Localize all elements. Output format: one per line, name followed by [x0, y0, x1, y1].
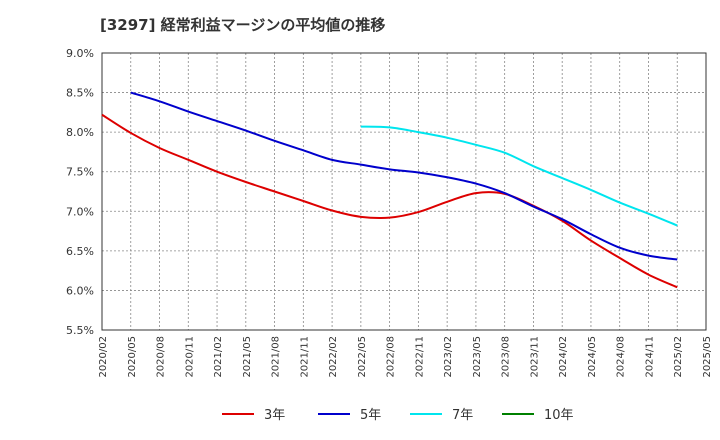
grid-layer [102, 52, 706, 331]
x-tick-label: 2023/02 [443, 336, 454, 378]
x-tick-label: 2021/02 [213, 336, 224, 378]
legend: 3年 5年 7年 10年 [222, 408, 574, 423]
x-tick-label: 2021/11 [299, 336, 310, 378]
y-tick-label: 8.0% [66, 126, 94, 139]
y-tick-label: 6.5% [66, 245, 94, 258]
x-tick-label: 2020/02 [98, 336, 109, 378]
x-tick-label: 2024/02 [558, 336, 569, 378]
x-tick-label: 2022/08 [386, 336, 397, 378]
series-line-0 [101, 113, 678, 289]
x-tick-label: 2025/05 [702, 336, 713, 378]
legend-label-0: 3年 [264, 408, 285, 423]
y-tick-label: 5.5% [66, 324, 94, 337]
plot-frame [101, 52, 707, 331]
series-line-1 [130, 91, 678, 261]
x-tick-label: 2021/08 [271, 336, 282, 378]
x-tick-label: 2022/02 [328, 336, 339, 378]
y-tick-label: 9.0% [66, 47, 94, 60]
x-tick-label: 2024/08 [616, 336, 627, 378]
x-axis-ticks: 2020/02 2020/05 2020/08 2020/11 2021/02 2021/… [98, 336, 713, 378]
series-line-2 [360, 125, 678, 227]
x-tick-label: 2023/05 [472, 336, 483, 378]
x-tick-label: 2024/05 [587, 336, 598, 378]
x-tick-label: 2023/11 [529, 336, 540, 378]
x-tick-label: 2022/05 [357, 336, 368, 378]
y-tick-label: 7.5% [66, 166, 94, 179]
legend-label-1: 5年 [360, 408, 381, 423]
legend-label-2: 7年 [452, 408, 473, 423]
legend-label-3: 10年 [544, 408, 574, 423]
series-layer [101, 91, 678, 289]
x-tick-label: 2022/11 [414, 336, 425, 378]
y-tick-label: 7.0% [66, 205, 94, 218]
x-tick-label: 2024/11 [644, 336, 655, 378]
y-tick-label: 8.5% [66, 87, 94, 100]
y-axis-ticks: 5.5% 6.0% 6.5% 7.0% 7.5% 8.0% 8.5% 9.0% [66, 47, 94, 337]
chart-title: [3297] 経常利益マージンの平均値の推移 [100, 16, 386, 34]
x-tick-label: 2021/05 [242, 336, 253, 378]
x-tick-label: 2020/08 [156, 336, 167, 378]
x-tick-label: 2020/05 [127, 336, 138, 378]
x-tick-label: 2023/08 [501, 336, 512, 378]
x-tick-label: 2020/11 [184, 336, 195, 378]
y-tick-label: 6.0% [66, 284, 94, 297]
x-tick-label: 2025/02 [673, 336, 684, 378]
